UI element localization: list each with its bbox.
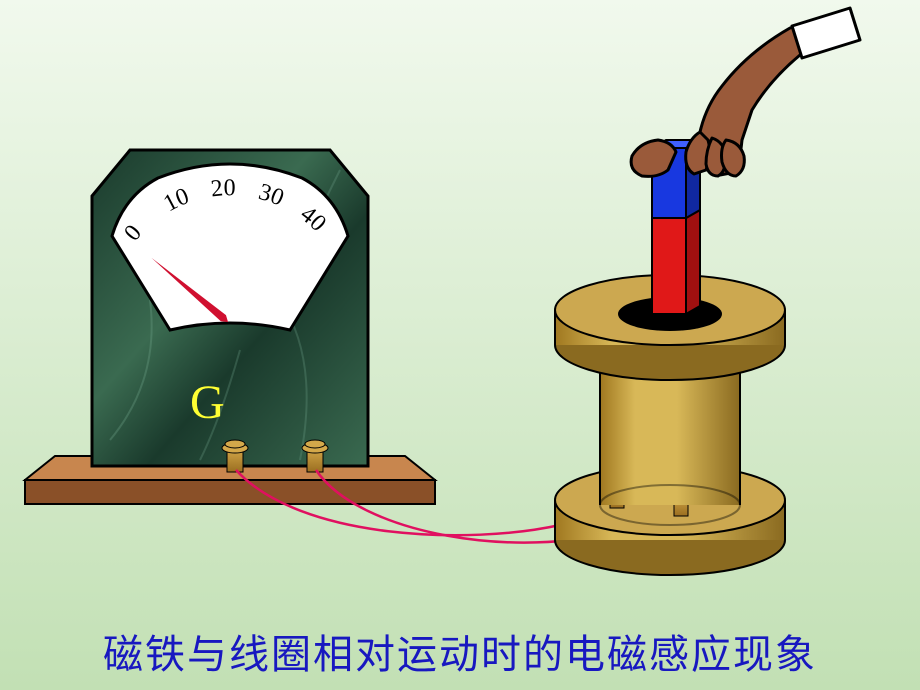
hand-icon [0,0,920,690]
diagram-canvas: 0 10 20 30 40 G [0,0,920,690]
caption: 磁铁与线圈相对运动时的电磁感应现象 [0,622,920,680]
